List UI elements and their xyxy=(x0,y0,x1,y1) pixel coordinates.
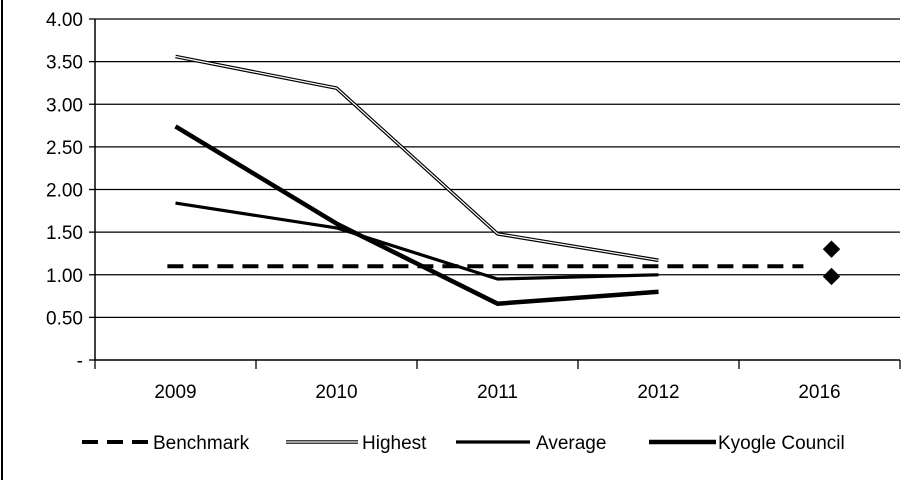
axes xyxy=(89,18,901,369)
legend-label-kyogle-council: Kyogle Council xyxy=(718,433,845,454)
data-markers xyxy=(822,240,841,286)
series-highest-outer xyxy=(175,54,659,263)
legend: Benchmark Highest Average Kyogle Council xyxy=(82,433,845,454)
gridlines xyxy=(95,18,900,319)
series-lines xyxy=(167,54,804,306)
x-tick-label: 2016 xyxy=(798,382,840,403)
y-tick-label: 2.50 xyxy=(46,138,83,159)
legend-label-highest: Highest xyxy=(362,433,427,454)
x-tick-label: 2009 xyxy=(154,382,196,403)
legend-item-benchmark: Benchmark xyxy=(82,433,250,454)
series-average xyxy=(175,201,659,281)
legend-label-average: Average xyxy=(536,433,606,454)
x-tick-label: 2011 xyxy=(477,382,518,403)
y-tick-label: 4.00 xyxy=(46,10,83,31)
series-highest xyxy=(175,54,659,263)
y-tick-label: 2.00 xyxy=(46,181,83,202)
legend-item-kyogle-council: Kyogle Council xyxy=(649,433,845,454)
y-tick-label: 0.50 xyxy=(46,308,83,329)
y-tick-label: 3.00 xyxy=(46,95,83,116)
y-tick-label: - xyxy=(77,351,83,372)
y-tick-label: 1.00 xyxy=(46,266,83,287)
legend-item-average: Average xyxy=(456,433,606,454)
y-tick-label: 3.50 xyxy=(46,53,83,74)
series-highest-inner xyxy=(175,55,659,261)
legend-item-highest: Highest xyxy=(286,433,427,454)
y-tick-labels: - 0.50 1.00 1.50 2.00 2.50 3.00 3.50 4.00 xyxy=(46,10,83,372)
diamond-marker xyxy=(822,267,841,286)
diamond-marker xyxy=(822,240,841,258)
x-tick-labels: 2009 2010 2011 2012 2016 xyxy=(154,382,840,403)
series-kyogle-council xyxy=(174,124,659,306)
x-tick-label: 2010 xyxy=(315,382,357,403)
y-tick-label: 1.50 xyxy=(46,223,83,244)
legend-label-benchmark: Benchmark xyxy=(153,433,250,454)
x-tick-label: 2012 xyxy=(637,382,679,403)
